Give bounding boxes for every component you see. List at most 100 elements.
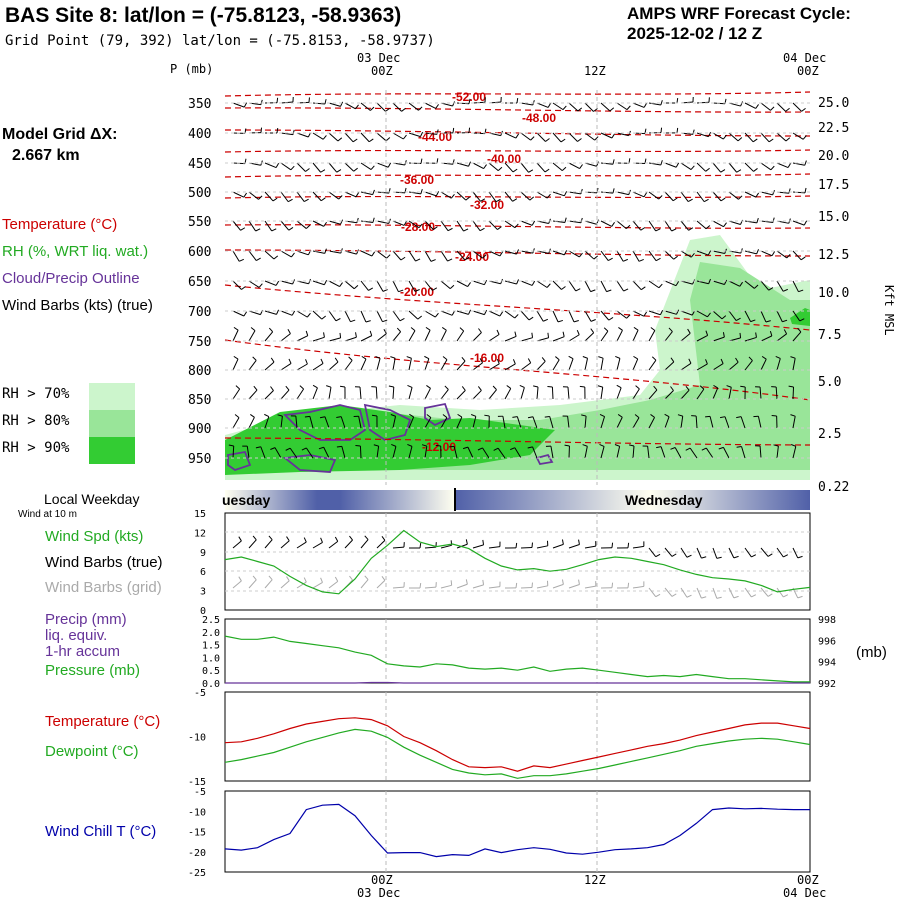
wind-barb-shaft [648, 389, 658, 400]
wind-barb [632, 191, 648, 198]
wind-barb-shaft [360, 191, 373, 196]
surface-barb-shaft [568, 544, 580, 549]
temperature-tick: -5 [194, 688, 206, 699]
wind-barb [456, 191, 471, 201]
wind-barb-shaft [775, 386, 778, 400]
wind-barb-shaft [552, 250, 565, 256]
wind-barb-flag [599, 413, 605, 417]
wind-barb [705, 415, 714, 429]
wind-barb-shaft [584, 220, 597, 225]
surface-barb-true [552, 539, 564, 549]
wind-barb-flag [492, 385, 497, 390]
wind-barb [344, 217, 359, 224]
wind-barb-shaft [328, 250, 341, 254]
wind-barb-shaft [552, 310, 559, 323]
wind-barb-flag [803, 220, 808, 226]
surface-barb-flag [320, 577, 323, 583]
wind-barb-flag [291, 310, 296, 316]
wind-barb-flag [323, 221, 327, 227]
wind-barb-flag [322, 135, 327, 140]
wind-barb-shaft [440, 330, 447, 342]
surface-barb-flag [655, 593, 661, 598]
wind-barb [600, 188, 615, 194]
wind-barb [488, 329, 500, 342]
wind-barb-flag [514, 331, 517, 337]
surface-barb-flag [364, 535, 369, 540]
wind-barb-shaft [312, 102, 325, 105]
wind-barb [736, 416, 746, 429]
wind-barb-shaft [344, 102, 356, 110]
wind-barb [360, 250, 376, 257]
wind-barb-shaft [696, 162, 707, 172]
wind-barb [232, 102, 248, 108]
surface-barb-shaft [440, 544, 452, 549]
wind-barb-shaft [760, 220, 773, 223]
wind-barb [344, 356, 353, 371]
surface-barb-shaft [744, 587, 752, 598]
wind-barb-flag [258, 195, 263, 200]
wind-barb [568, 310, 579, 323]
wind-barb [776, 310, 788, 323]
wind-barb-shaft [504, 132, 517, 139]
wind-barb-shaft [289, 447, 298, 459]
surface-barb-true [264, 535, 273, 549]
wind-barb-shaft [632, 417, 640, 429]
wind-barb [536, 102, 552, 108]
wind-barb-flag [790, 414, 796, 417]
wind-barb-flag [531, 332, 534, 338]
wind-barb-flag [320, 358, 324, 364]
wind-barb-shaft [712, 363, 724, 371]
top-date-left: 03 Dec [357, 51, 400, 65]
wind-barb-flag [543, 318, 549, 322]
wind-barb-flag [590, 289, 596, 293]
surface-barb-shaft [248, 539, 257, 549]
wind-barb-flag [563, 191, 568, 197]
wind-barb-shaft [696, 310, 708, 318]
surface-barb-shaft [696, 587, 702, 599]
wind-barb-shaft [664, 310, 677, 315]
wind-barb-flag [723, 222, 727, 227]
wind-barb-flag [685, 385, 690, 391]
weekday-bar: uesday Wednesday [222, 488, 810, 511]
surface-barb-shaft [456, 583, 468, 589]
surface-barb-grid [712, 587, 722, 599]
surface-barb-flag [611, 542, 614, 548]
wind-barb-shaft [536, 387, 539, 400]
legend-wind-chill: Wind Chill T (°C) [45, 823, 157, 840]
wind-barb-flag [291, 252, 295, 258]
wind-barb [248, 356, 257, 371]
wind-barb [740, 385, 746, 400]
wind-barb-flag [775, 355, 781, 359]
wind-barb [360, 310, 371, 323]
wind-barb [664, 127, 679, 134]
wind-barb-flag [606, 289, 612, 293]
wind-barb-shaft [584, 280, 592, 292]
wind-barb-flag [451, 310, 456, 316]
wind-barb-flag [461, 356, 466, 362]
wind-barb-flag [577, 107, 583, 112]
isotherm-label: -36.00 [400, 173, 434, 187]
wind-barb [776, 102, 790, 112]
wind-barb-shaft [328, 220, 341, 225]
pressure-line [224, 635, 810, 683]
surface-barb-grid [584, 581, 597, 589]
height-tick-label: 15.0 [818, 210, 849, 225]
wind-barb-shaft [792, 358, 796, 371]
top-tick-00z: 00Z [371, 64, 393, 78]
wind-barb-shaft [424, 329, 431, 342]
wind-speed-tick: 0 [200, 606, 206, 617]
surface-barb-flag [268, 575, 273, 581]
surface-barb-shaft [472, 544, 484, 549]
wind-barb [719, 416, 730, 429]
surface-barb-flag [797, 555, 803, 559]
surface-barb-flag [671, 593, 677, 597]
wind-barb-flag [340, 101, 344, 107]
wind-barb [232, 326, 239, 342]
wind-barb-flag [676, 127, 679, 133]
surface-barb-flag [465, 539, 468, 545]
surface-barb-flag [252, 575, 257, 581]
wind-barb [328, 332, 342, 342]
wind-barb-shaft [696, 280, 709, 285]
wind-barb-shaft [712, 191, 722, 202]
isotherm-label: -52.00 [452, 90, 486, 104]
